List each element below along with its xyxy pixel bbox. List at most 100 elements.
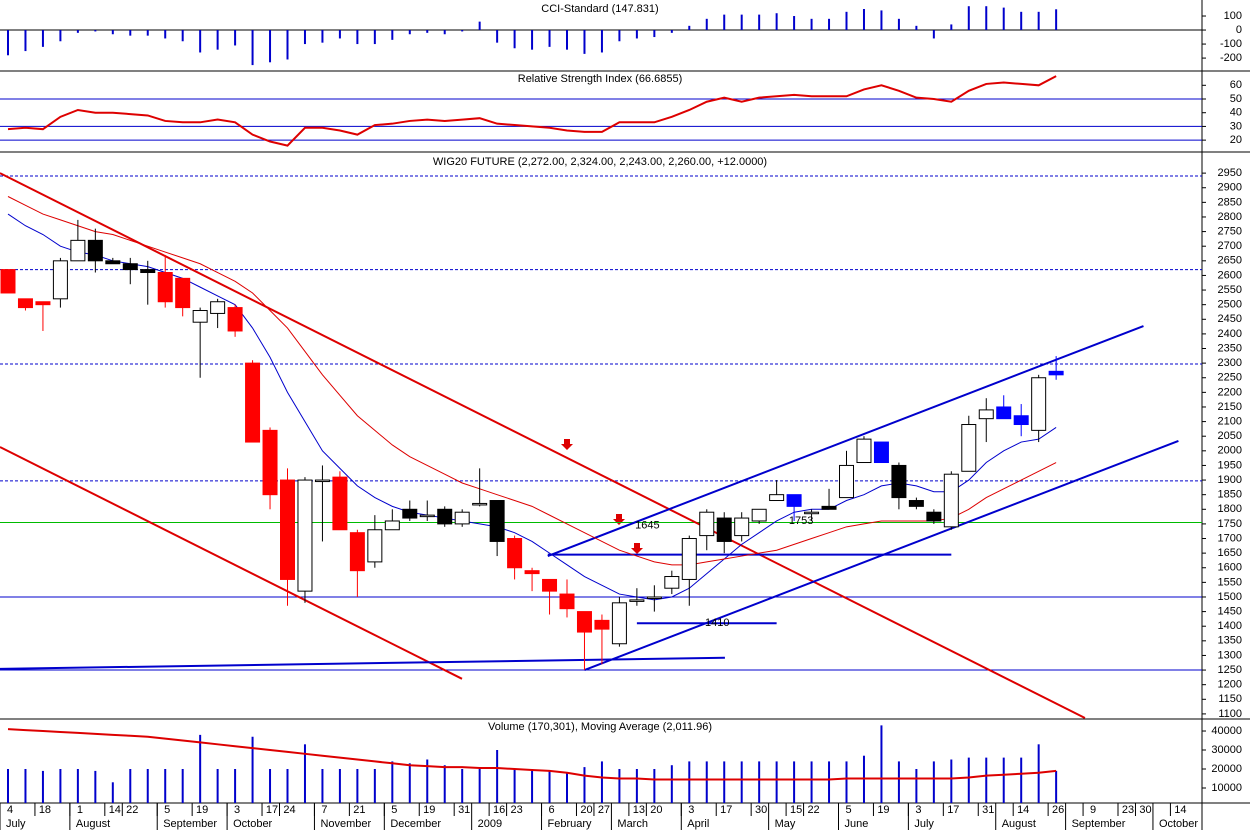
y-tick-label: 1750 bbox=[1218, 518, 1242, 530]
annotation: 1410 bbox=[705, 617, 729, 629]
y-tick-label: 1800 bbox=[1218, 503, 1242, 515]
indicator-line bbox=[7, 75, 1057, 147]
arrow bbox=[631, 543, 643, 554]
candle-body bbox=[349, 532, 365, 572]
candle-body bbox=[157, 272, 173, 303]
candle-body bbox=[576, 611, 592, 633]
panel-title: WIG20 FUTURE (2,272.00, 2,324.00, 2,243.… bbox=[433, 156, 767, 168]
y-tick-label: 100 bbox=[1224, 10, 1242, 22]
x-tick-label: 6 bbox=[548, 804, 554, 816]
candle-body bbox=[105, 260, 121, 265]
x-tick-label: 19 bbox=[877, 804, 889, 816]
candle-body bbox=[594, 619, 610, 630]
y-tick-label: 1250 bbox=[1218, 664, 1242, 676]
y-tick-label: 1350 bbox=[1218, 635, 1242, 647]
x-tick-label: 17 bbox=[266, 804, 278, 816]
x-tick-label: 17 bbox=[947, 804, 959, 816]
x-tick-label: 22 bbox=[807, 804, 819, 816]
candle-body bbox=[664, 576, 680, 589]
y-tick-label: 1650 bbox=[1218, 547, 1242, 559]
month-label: July bbox=[914, 818, 934, 830]
y-tick-label: 30 bbox=[1230, 120, 1242, 132]
candle-body bbox=[367, 529, 383, 563]
x-tick-label: 20 bbox=[580, 804, 592, 816]
candle-body bbox=[996, 406, 1012, 420]
y-tick-label: -200 bbox=[1220, 52, 1242, 64]
x-tick-label: 23 bbox=[1122, 804, 1134, 816]
x-tick-label: 5 bbox=[164, 804, 170, 816]
x-tick-label: 31 bbox=[982, 804, 994, 816]
candle-body bbox=[873, 441, 889, 464]
panel-title: CCI-Standard (147.831) bbox=[541, 3, 658, 15]
candle-body bbox=[0, 269, 16, 294]
y-tick-label: 2250 bbox=[1218, 372, 1242, 384]
month-label: October bbox=[233, 818, 272, 830]
y-tick-label: 2300 bbox=[1218, 357, 1242, 369]
candle-body bbox=[192, 310, 208, 323]
y-tick-label: 2900 bbox=[1218, 182, 1242, 194]
candle-body bbox=[175, 277, 191, 309]
candle-body bbox=[17, 298, 33, 309]
candle-body bbox=[751, 508, 767, 522]
candle-body bbox=[734, 517, 750, 537]
candle-body bbox=[245, 362, 261, 443]
arrows bbox=[561, 439, 643, 554]
y-tick-label: 1900 bbox=[1218, 474, 1242, 486]
candle-body bbox=[1031, 377, 1047, 431]
trend-line bbox=[0, 172, 1086, 719]
candle-body bbox=[507, 538, 523, 569]
y-tick-label: 2850 bbox=[1218, 196, 1242, 208]
y-tick-label: 2650 bbox=[1218, 255, 1242, 267]
month-label: August bbox=[1002, 818, 1036, 830]
y-tick-label: 2750 bbox=[1218, 225, 1242, 237]
x-tick-label: 14 bbox=[1174, 804, 1186, 816]
y-tick-label: 2800 bbox=[1218, 211, 1242, 223]
y-tick-label: 1400 bbox=[1218, 620, 1242, 632]
x-tick-label: 31 bbox=[458, 804, 470, 816]
annotation: 1753 bbox=[789, 515, 813, 527]
x-tick-label: 5 bbox=[845, 804, 851, 816]
x-tick-label: 9 bbox=[1090, 804, 1096, 816]
annotation: 1645 bbox=[635, 519, 659, 531]
x-tick-label: 21 bbox=[353, 804, 365, 816]
y-tick-label: 1850 bbox=[1218, 489, 1242, 501]
y-tick-label: 40000 bbox=[1211, 725, 1242, 737]
candle-body bbox=[611, 602, 627, 645]
y-tick-label: 10000 bbox=[1211, 782, 1242, 794]
x-tick-label: 4 bbox=[7, 804, 13, 816]
month-label: July bbox=[6, 818, 26, 830]
x-tick-label: 17 bbox=[720, 804, 732, 816]
x-tick-label: 20 bbox=[650, 804, 662, 816]
candle-body bbox=[821, 505, 837, 510]
x-tick-label: 18 bbox=[39, 804, 51, 816]
candle-body bbox=[1048, 370, 1064, 376]
candle-body bbox=[419, 514, 435, 518]
candle-body bbox=[52, 260, 68, 300]
candle-body bbox=[227, 307, 243, 332]
candle-body bbox=[489, 500, 505, 542]
y-tick-label: 1600 bbox=[1218, 562, 1242, 574]
y-tick-label: 0 bbox=[1236, 24, 1242, 36]
candle-body bbox=[280, 479, 296, 580]
month-label: March bbox=[617, 818, 648, 830]
y-tick-label: 1450 bbox=[1218, 606, 1242, 618]
x-tick-label: 19 bbox=[196, 804, 208, 816]
x-tick-label: 7 bbox=[321, 804, 327, 816]
x-tick-label: 5 bbox=[391, 804, 397, 816]
x-tick-label: 26 bbox=[1052, 804, 1064, 816]
y-tick-label: 2700 bbox=[1218, 240, 1242, 252]
x-tick-label: 19 bbox=[423, 804, 435, 816]
candle-body bbox=[856, 438, 872, 464]
y-tick-label: 1700 bbox=[1218, 532, 1242, 544]
candle-body bbox=[384, 520, 400, 531]
candle-body bbox=[769, 494, 785, 502]
candle-body bbox=[804, 511, 820, 515]
candle-body bbox=[437, 508, 453, 525]
y-tick-label: 30000 bbox=[1211, 744, 1242, 756]
month-label: May bbox=[775, 818, 796, 830]
month-label: June bbox=[845, 818, 869, 830]
y-tick-label: 1550 bbox=[1218, 576, 1242, 588]
candle-body bbox=[262, 429, 278, 496]
